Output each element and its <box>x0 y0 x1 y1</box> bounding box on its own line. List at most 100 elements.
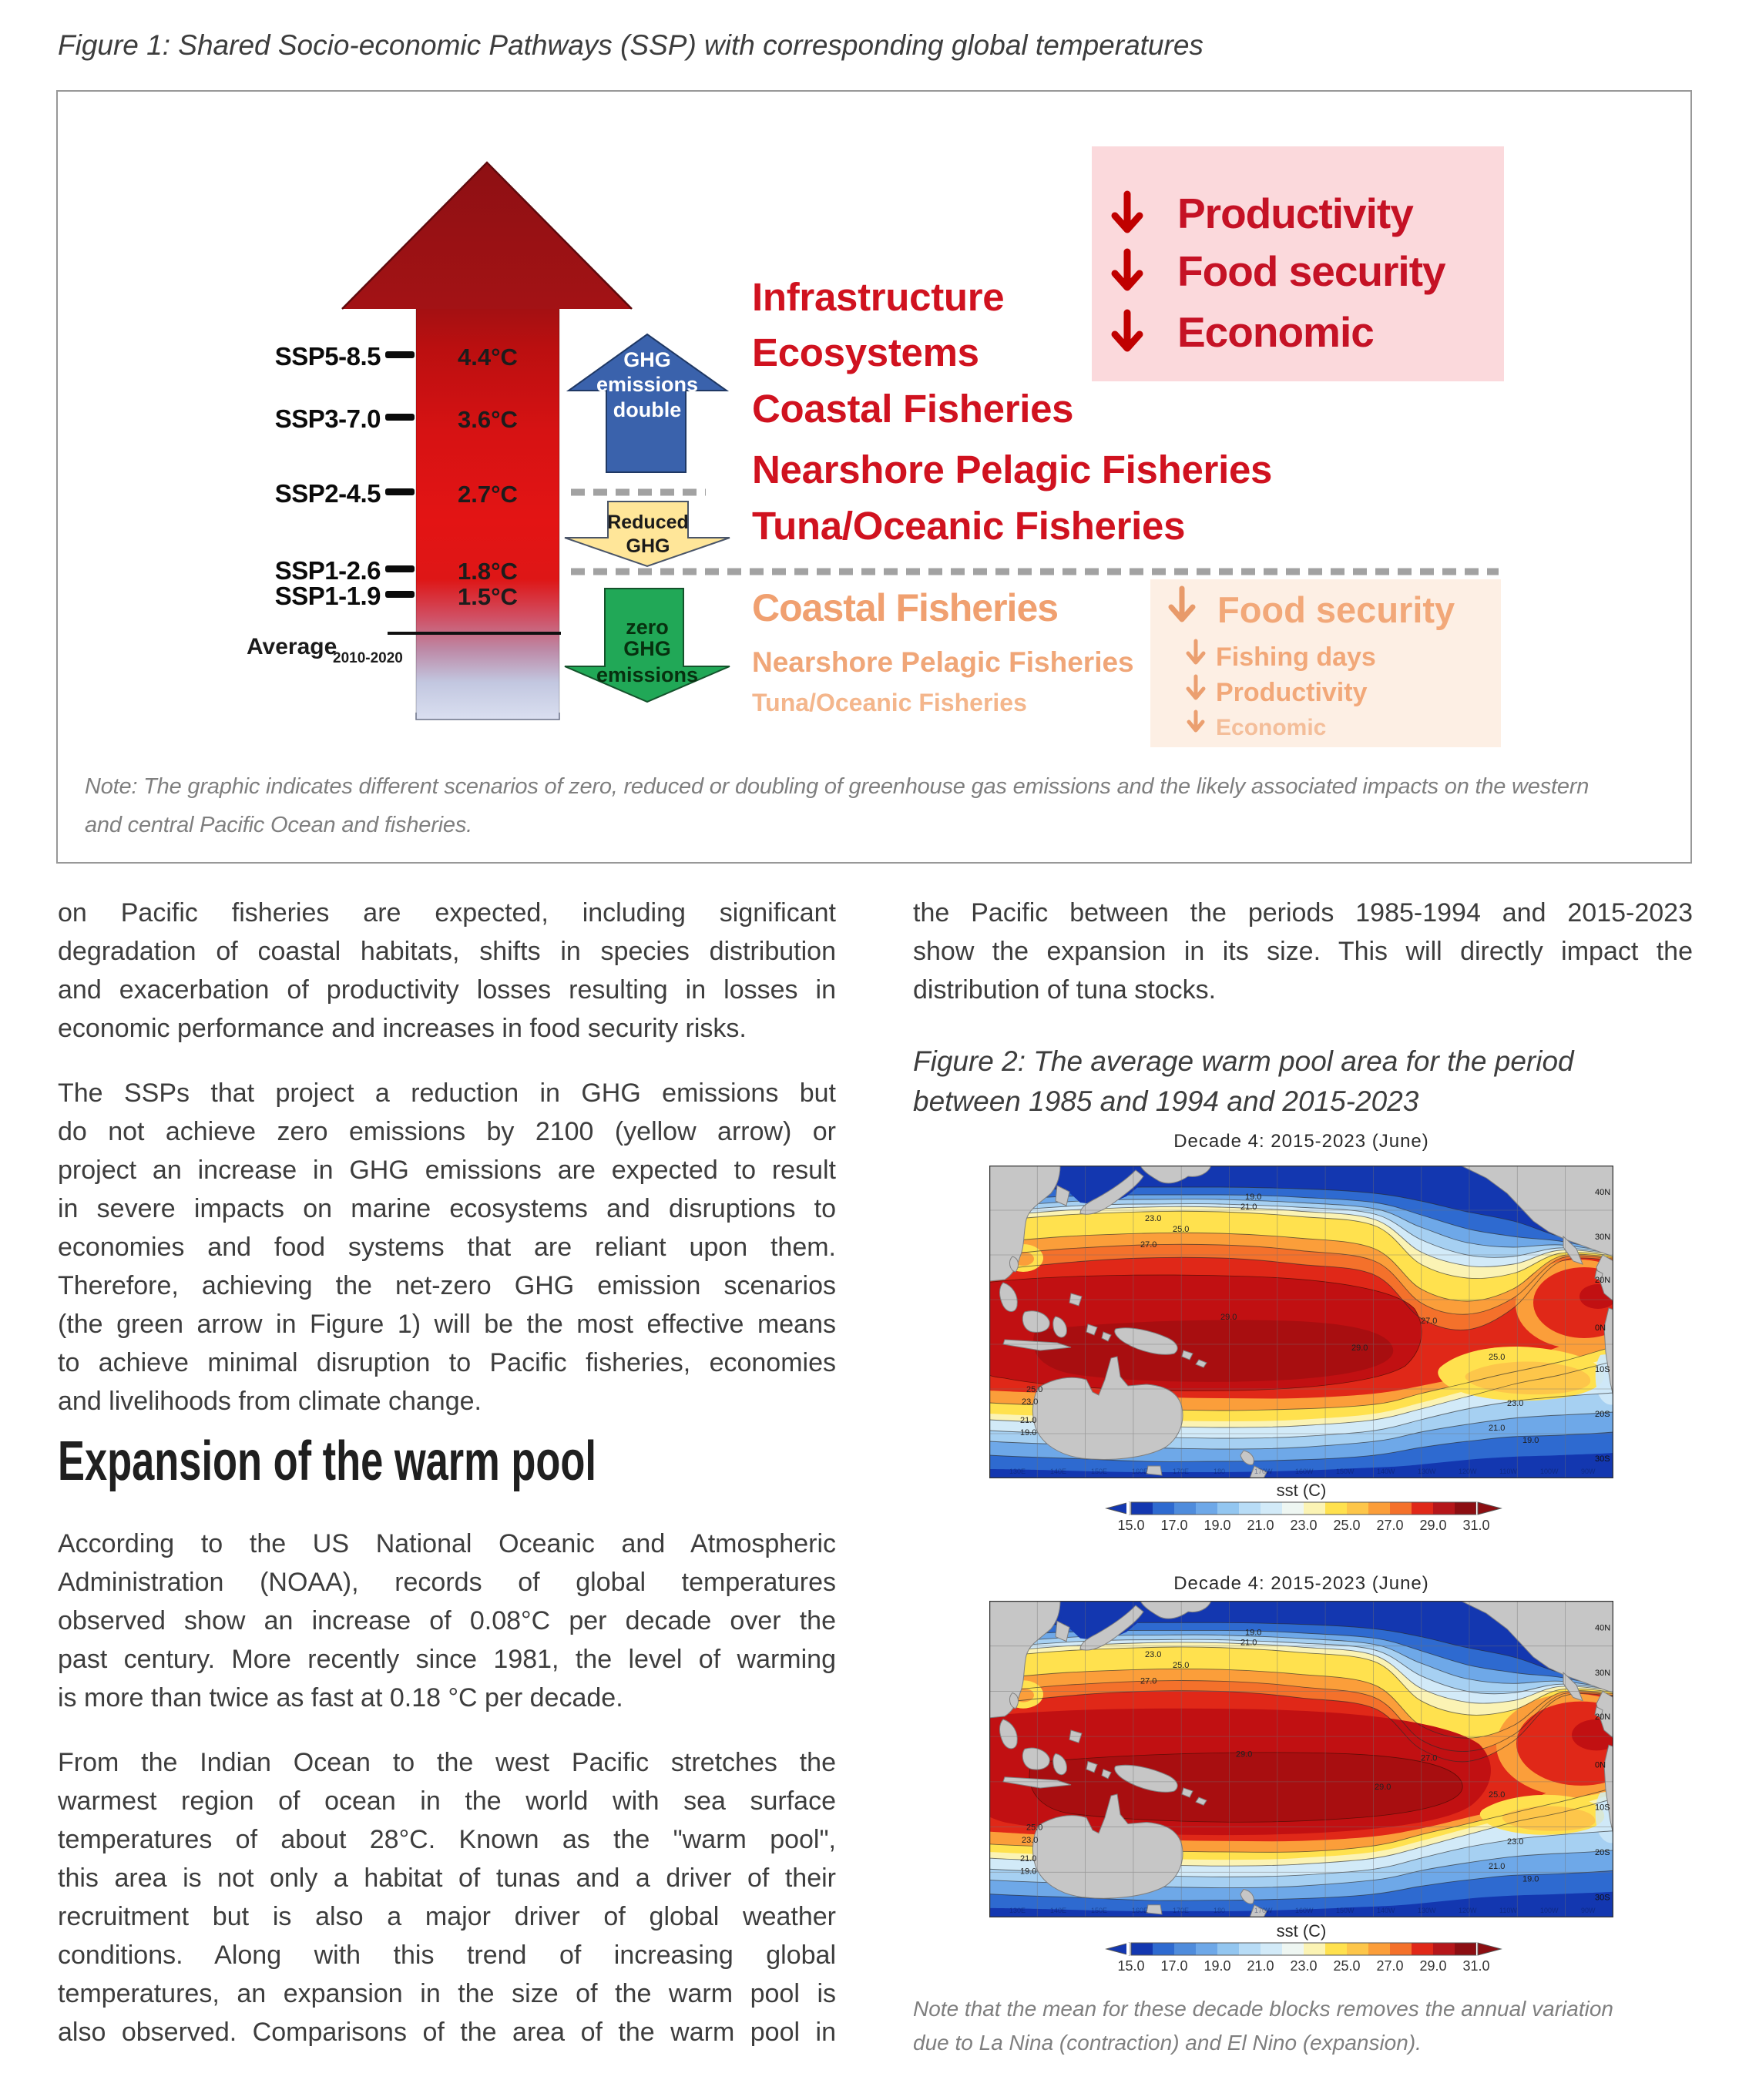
svg-text:Nearshore Pelagic Fisheries: Nearshore Pelagic Fisheries <box>752 646 1134 678</box>
svg-text:25.0: 25.0 <box>1333 1958 1360 1974</box>
svg-text:GHG: GHG <box>623 348 671 371</box>
svg-text:150W: 150W <box>1336 1468 1355 1475</box>
svg-text:27.0: 27.0 <box>1140 1240 1156 1250</box>
svg-text:170W: 170W <box>1254 1468 1273 1475</box>
svg-text:31.0: 31.0 <box>1462 1518 1489 1533</box>
svg-text:25.0: 25.0 <box>1026 1385 1042 1394</box>
svg-text:0N: 0N <box>1595 1323 1606 1333</box>
svg-text:160E: 160E <box>1132 1907 1148 1914</box>
svg-text:23.0: 23.0 <box>1507 1837 1523 1847</box>
svg-text:23.0: 23.0 <box>1290 1958 1317 1974</box>
svg-text:Food security: Food security <box>1217 589 1455 630</box>
svg-text:30S: 30S <box>1595 1894 1610 1903</box>
svg-text:Average: Average <box>247 634 337 659</box>
svg-text:19.0: 19.0 <box>1020 1867 1036 1876</box>
svg-text:Economic: Economic <box>1177 308 1374 356</box>
svg-text:160W: 160W <box>1295 1468 1314 1475</box>
svg-text:4.4°C: 4.4°C <box>458 344 518 371</box>
svg-text:120W: 120W <box>1459 1907 1477 1914</box>
svg-text:emissions: emissions <box>596 373 698 396</box>
svg-text:3.6°C: 3.6°C <box>458 406 518 433</box>
svg-text:27.0: 27.0 <box>1376 1518 1403 1533</box>
svg-text:25.0: 25.0 <box>1173 1225 1189 1234</box>
svg-text:27.0: 27.0 <box>1376 1958 1403 1974</box>
svg-text:25.0: 25.0 <box>1333 1518 1360 1533</box>
svg-text:160W: 160W <box>1295 1907 1314 1914</box>
svg-text:19.0: 19.0 <box>1203 1518 1230 1533</box>
svg-text:27.0: 27.0 <box>1140 1676 1156 1686</box>
svg-text:21.0: 21.0 <box>1020 1854 1036 1863</box>
svg-text:Productivity: Productivity <box>1177 190 1414 237</box>
svg-text:21.0: 21.0 <box>1240 1639 1257 1648</box>
svg-text:23.0: 23.0 <box>1507 1399 1523 1408</box>
svg-text:140E: 140E <box>1050 1907 1066 1914</box>
svg-text:29.0: 29.0 <box>1375 1783 1391 1792</box>
svg-text:SSP1-1.9: SSP1-1.9 <box>275 582 381 610</box>
svg-text:90W: 90W <box>1581 1907 1596 1914</box>
svg-text:15.0: 15.0 <box>1117 1958 1144 1974</box>
svg-text:110W: 110W <box>1499 1907 1517 1914</box>
svg-text:25.0: 25.0 <box>1026 1823 1042 1833</box>
svg-text:25.0: 25.0 <box>1173 1661 1189 1670</box>
svg-text:23.0: 23.0 <box>1022 1836 1038 1845</box>
svg-text:23.0: 23.0 <box>1290 1518 1317 1533</box>
svg-text:2.7°C: 2.7°C <box>458 481 518 508</box>
svg-text:Coastal Fisheries: Coastal Fisheries <box>752 586 1058 629</box>
svg-text:31.0: 31.0 <box>1462 1958 1489 1974</box>
svg-text:20N: 20N <box>1595 1276 1610 1285</box>
svg-text:180: 180 <box>1214 1468 1225 1475</box>
svg-text:Coastal Fisheries: Coastal Fisheries <box>752 387 1073 431</box>
svg-text:19.0: 19.0 <box>1522 1874 1539 1884</box>
svg-text:160E: 160E <box>1132 1468 1148 1475</box>
svg-text:17.0: 17.0 <box>1160 1958 1187 1974</box>
svg-text:100W: 100W <box>1540 1468 1559 1475</box>
svg-text:29.0: 29.0 <box>1220 1313 1237 1322</box>
svg-text:23.0: 23.0 <box>1022 1397 1038 1407</box>
svg-text:150E: 150E <box>1091 1907 1107 1914</box>
svg-text:10S: 10S <box>1595 1365 1610 1374</box>
svg-text:GHG: GHG <box>623 637 671 660</box>
svg-text:10S: 10S <box>1595 1803 1610 1812</box>
svg-text:27.0: 27.0 <box>1421 1317 1437 1326</box>
svg-text:SSP1-2.6: SSP1-2.6 <box>275 556 381 585</box>
svg-text:23.0: 23.0 <box>1145 1214 1161 1223</box>
svg-text:SSP3-7.0: SSP3-7.0 <box>275 404 381 433</box>
svg-text:29.0: 29.0 <box>1419 1958 1446 1974</box>
svg-text:130W: 130W <box>1418 1907 1436 1914</box>
svg-text:emissions: emissions <box>596 663 698 686</box>
svg-text:GHG: GHG <box>626 535 670 557</box>
svg-text:130W: 130W <box>1418 1468 1436 1475</box>
svg-text:40N: 40N <box>1595 1188 1610 1197</box>
svg-text:120W: 120W <box>1459 1468 1477 1475</box>
svg-text:110W: 110W <box>1499 1468 1517 1475</box>
svg-text:140E: 140E <box>1050 1468 1066 1475</box>
svg-text:23.0: 23.0 <box>1145 1650 1161 1659</box>
svg-text:20S: 20S <box>1595 1410 1610 1419</box>
svg-text:double: double <box>613 398 682 421</box>
svg-text:Economic: Economic <box>1216 715 1326 740</box>
svg-text:19.0: 19.0 <box>1020 1428 1036 1437</box>
svg-text:140W: 140W <box>1377 1468 1395 1475</box>
svg-text:zero: zero <box>626 616 669 639</box>
svg-text:19.0: 19.0 <box>1522 1436 1539 1445</box>
svg-text:100W: 100W <box>1540 1907 1559 1914</box>
svg-text:21.0: 21.0 <box>1247 1518 1274 1533</box>
svg-text:21.0: 21.0 <box>1240 1203 1257 1212</box>
svg-text:130E: 130E <box>1009 1468 1026 1475</box>
svg-text:150E: 150E <box>1091 1468 1107 1475</box>
svg-text:17.0: 17.0 <box>1160 1518 1187 1533</box>
svg-text:Infrastructure: Infrastructure <box>752 275 1004 319</box>
svg-text:SSP5-8.5: SSP5-8.5 <box>275 342 381 371</box>
svg-text:30S: 30S <box>1595 1454 1610 1464</box>
svg-text:170W: 170W <box>1254 1907 1273 1914</box>
svg-text:40N: 40N <box>1595 1623 1610 1632</box>
svg-text:130E: 130E <box>1009 1907 1026 1914</box>
svg-text:15.0: 15.0 <box>1117 1518 1144 1533</box>
svg-text:21.0: 21.0 <box>1247 1958 1274 1974</box>
svg-text:30N: 30N <box>1595 1233 1610 1242</box>
svg-text:29.0: 29.0 <box>1419 1518 1446 1533</box>
svg-text:Food security: Food security <box>1177 247 1446 295</box>
svg-text:29.0: 29.0 <box>1351 1344 1368 1353</box>
svg-text:Reduced: Reduced <box>607 512 689 533</box>
svg-text:SSP2-4.5: SSP2-4.5 <box>275 479 381 508</box>
